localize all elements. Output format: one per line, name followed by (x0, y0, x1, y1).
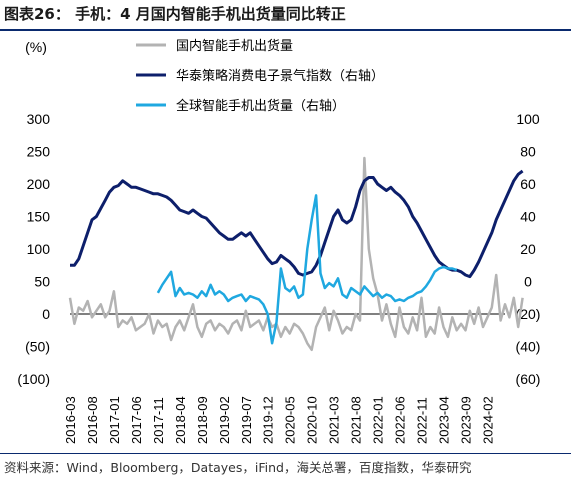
x-tick-label: 2020-05 (283, 396, 298, 444)
right-tick-label: (60) (516, 371, 541, 387)
right-tick-label: 40 (520, 209, 536, 225)
x-tick-label: 2017-06 (129, 396, 144, 444)
series-layer (68, 156, 524, 352)
left-tick-label: (50) (25, 339, 50, 355)
right-tick-label: 100 (516, 111, 540, 127)
x-tick-label: 2022-11 (415, 397, 430, 444)
x-tick-label: 2019-07 (239, 396, 254, 444)
x-tick-label: 2019-12 (261, 396, 276, 444)
left-axis-ticks: 300 250 200 150 100 50 0 (50) (100) (17, 111, 50, 387)
legend: 国内智能手机出货量 华泰策略消费电子景气指数（右轴） 全球智能手机出货量（右轴） (136, 38, 384, 113)
source-note: 资料来源：Wind，Bloomberg，Datayes，iFind，海关总署，百… (4, 460, 472, 475)
legend-label-domestic: 国内智能手机出货量 (176, 38, 293, 53)
line-chart: (%) 国内智能手机出货量 华泰策略消费电子景气指数（右轴） 全球智能手机出货量… (17, 38, 541, 444)
x-tick-label: 2016-03 (63, 396, 78, 444)
series-domestic-shipments (68, 156, 524, 352)
right-tick-label: 60 (520, 176, 536, 192)
x-tick-label: 2021-03 (327, 396, 342, 444)
x-tick-label: 2020-10 (305, 396, 320, 444)
legend-label-global: 全球智能手机出货量（右轴） (176, 98, 345, 113)
x-tick-label: 2022-01 (371, 396, 386, 444)
left-axis-unit: (%) (25, 39, 47, 55)
x-tick-label: 2023-04 (436, 396, 451, 444)
source-divider (0, 453, 571, 454)
left-tick-label: (100) (17, 371, 50, 387)
x-tick-label: 2021-08 (349, 396, 364, 444)
left-tick-label: 300 (27, 111, 51, 127)
x-tick-label: 2019-02 (217, 396, 232, 444)
right-tick-label: (40) (516, 339, 541, 355)
x-tick-label: 2018-04 (173, 396, 188, 444)
x-tick-label: 2016-08 (85, 396, 100, 444)
left-tick-label: 0 (42, 306, 50, 322)
x-tick-label: 2023-09 (458, 396, 473, 444)
series-global-shipments (156, 194, 458, 345)
x-tick-label: 2017-01 (107, 396, 122, 444)
legend-label-index: 华泰策略消费电子景气指数（右轴） (176, 68, 384, 83)
right-tick-label: 20 (520, 241, 536, 257)
right-tick-label: 80 (520, 144, 536, 160)
figure-title: 图表26： 手机：4 月国内智能手机出货量同比转正 (4, 5, 346, 23)
series-consumer-electronics-index (70, 169, 524, 279)
x-tick-label: 2022-06 (393, 396, 408, 444)
left-tick-label: 150 (27, 209, 51, 225)
left-tick-label: 100 (27, 241, 51, 257)
left-tick-label: 200 (27, 176, 51, 192)
left-tick-label: 50 (34, 274, 50, 290)
title-divider (0, 29, 571, 31)
x-axis-ticks: 2016-03 2016-08 2017-01 2017-06 2017-11 2018-… (63, 396, 495, 444)
right-tick-label: 0 (524, 274, 532, 290)
x-tick-label: 2018-09 (195, 396, 210, 444)
x-tick-label: 2017-11 (151, 397, 166, 444)
x-tick-label: 2024-02 (480, 396, 495, 444)
left-tick-label: 250 (27, 144, 51, 160)
